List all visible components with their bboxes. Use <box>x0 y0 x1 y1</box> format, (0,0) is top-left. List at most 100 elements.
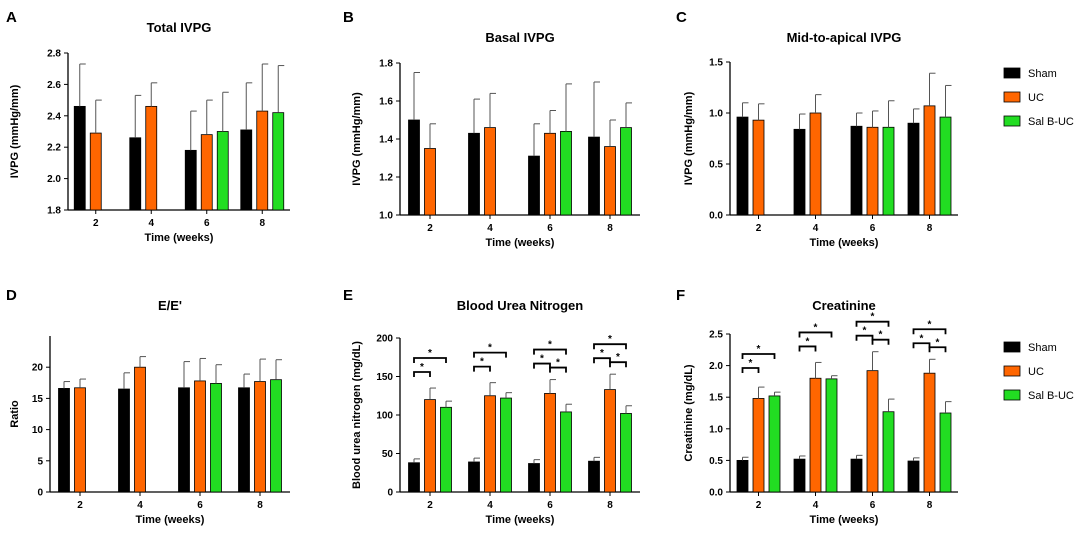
significance-bracket: * <box>549 358 567 373</box>
x-tick-label: 8 <box>607 500 613 511</box>
x-tick-label: 4 <box>813 500 819 511</box>
bar <box>736 459 749 493</box>
significance-star: * <box>863 326 867 337</box>
significance-bracket: * <box>593 334 627 350</box>
significance-star: * <box>757 344 761 355</box>
bar <box>620 413 632 493</box>
bar <box>907 460 920 493</box>
bar <box>768 395 781 493</box>
bar <box>256 110 269 211</box>
y-tick-label: 2.0 <box>47 174 61 185</box>
x-tick-label: 4 <box>813 223 819 234</box>
bar <box>825 378 838 493</box>
bracket-line <box>741 353 776 359</box>
panel-letter: E <box>343 287 353 304</box>
y-tick-label: 1.0 <box>709 424 723 435</box>
significance-bracket: * <box>912 319 947 335</box>
bracket-line <box>533 362 551 369</box>
bracket-line <box>533 348 567 355</box>
significance-star: * <box>879 330 883 341</box>
x-tick-label: 2 <box>77 500 83 511</box>
bar <box>500 397 512 493</box>
significance-bracket: * <box>413 362 431 377</box>
bar <box>440 406 452 493</box>
significance-star: * <box>600 348 604 359</box>
bracket-line <box>855 320 890 327</box>
bar <box>604 389 616 493</box>
significance-star: * <box>420 362 424 373</box>
x-tick-label: 8 <box>607 223 613 234</box>
x-tick-label: 2 <box>93 218 99 229</box>
bar <box>484 395 496 493</box>
bar <box>118 388 130 493</box>
chart-title: Total IVPG <box>147 20 212 35</box>
significance-star: * <box>871 312 875 323</box>
bar <box>73 105 86 211</box>
y-tick-label: 1.8 <box>379 59 393 70</box>
bracket-line <box>928 346 947 353</box>
bar <box>129 137 142 211</box>
y-tick-label: 1.0 <box>379 211 393 222</box>
x-axis-label: Time (weeks) <box>810 514 879 526</box>
bar <box>270 379 282 493</box>
significance-star: * <box>936 337 940 348</box>
bar <box>200 134 213 211</box>
bracket-line <box>871 338 890 345</box>
legend-label: Sal B-UC <box>1028 390 1074 402</box>
significance-bracket: * <box>473 343 507 358</box>
y-axis-label: IVPG (mmHg/mm) <box>683 91 695 185</box>
bracket-line <box>741 367 760 373</box>
x-tick-label: 4 <box>137 500 143 511</box>
bar <box>866 370 879 493</box>
y-tick-label: 2.8 <box>47 49 61 60</box>
significance-star: * <box>428 348 432 359</box>
bracket-line <box>912 342 931 349</box>
chart-title: Blood Urea Nitrogen <box>457 298 583 313</box>
x-tick-label: 8 <box>257 500 263 511</box>
legend-swatch <box>1003 91 1021 103</box>
bar <box>809 377 822 493</box>
bracket-line <box>912 328 947 335</box>
y-tick-label: 1.0 <box>709 109 723 120</box>
y-axis-label: Ratio <box>9 400 21 428</box>
bar <box>736 116 749 216</box>
bar <box>468 461 480 493</box>
significance-star: * <box>608 334 612 345</box>
significance-bracket: * <box>798 322 833 338</box>
y-tick-label: 0 <box>37 488 43 499</box>
chart-panel-e: E Blood Urea Nitrogen 0 50 100 150 200 2 4 6 8 Time… <box>343 287 640 526</box>
chart-panel-d: D E/E' 0 5 10 15 20 2 4 6 8 Time (weeks) Ratio <box>6 287 290 526</box>
significance-star: * <box>928 319 932 330</box>
significance-star: * <box>480 357 484 368</box>
y-tick-label: 1.2 <box>379 173 393 184</box>
bar <box>178 387 190 493</box>
y-tick-label: 1.8 <box>47 206 61 217</box>
significance-star: * <box>806 336 810 347</box>
bar <box>544 132 556 216</box>
panel-letter: D <box>6 287 17 304</box>
bar <box>882 411 895 493</box>
bracket-line <box>413 371 431 377</box>
y-tick-label: 100 <box>376 411 393 422</box>
x-tick-label: 4 <box>487 223 493 234</box>
y-tick-label: 0.0 <box>709 211 723 222</box>
bracket-line <box>549 366 567 373</box>
significance-bracket: * <box>855 312 890 327</box>
significance-bracket: * <box>593 348 611 364</box>
y-tick-label: 15 <box>32 394 44 405</box>
bar <box>254 381 266 493</box>
legend-swatch <box>1003 365 1021 377</box>
bracket-line <box>609 361 627 368</box>
significance-star: * <box>540 354 544 365</box>
bar <box>620 127 632 216</box>
significance-bracket: * <box>473 357 491 372</box>
x-tick-label: 6 <box>547 223 553 234</box>
bar <box>528 463 540 493</box>
bar <box>882 126 895 216</box>
significance-bracket: * <box>928 337 947 353</box>
y-axis-label: IVPG (mmHg/mm) <box>351 92 363 186</box>
bracket-line <box>798 331 833 338</box>
bar <box>850 125 863 216</box>
bar <box>272 112 285 211</box>
significance-star: * <box>920 333 924 344</box>
